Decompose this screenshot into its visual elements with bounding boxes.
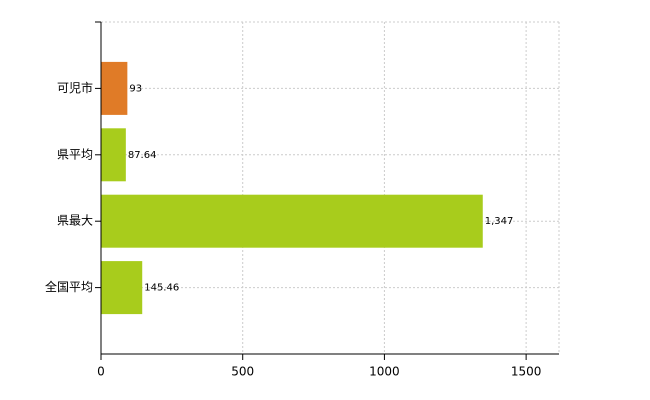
x-tick-label: 0 (97, 365, 105, 379)
value-label: 1,347 (485, 216, 514, 227)
y-tick-label: 可児市 (57, 80, 93, 95)
y-tick-label: 県最大 (57, 214, 93, 228)
x-tick-label: 1500 (511, 365, 542, 379)
y-tick-label: 全国平均 (45, 279, 93, 294)
bar (101, 194, 483, 248)
bar (101, 61, 128, 115)
value-label: 93 (129, 83, 142, 94)
bar (101, 261, 143, 315)
x-tick-label: 500 (231, 365, 254, 379)
x-tick-label: 1000 (369, 365, 400, 379)
bar (101, 128, 126, 182)
value-label: 145.46 (144, 283, 179, 294)
y-tick-label: 県平均 (57, 147, 93, 161)
value-label: 87.64 (128, 150, 157, 161)
